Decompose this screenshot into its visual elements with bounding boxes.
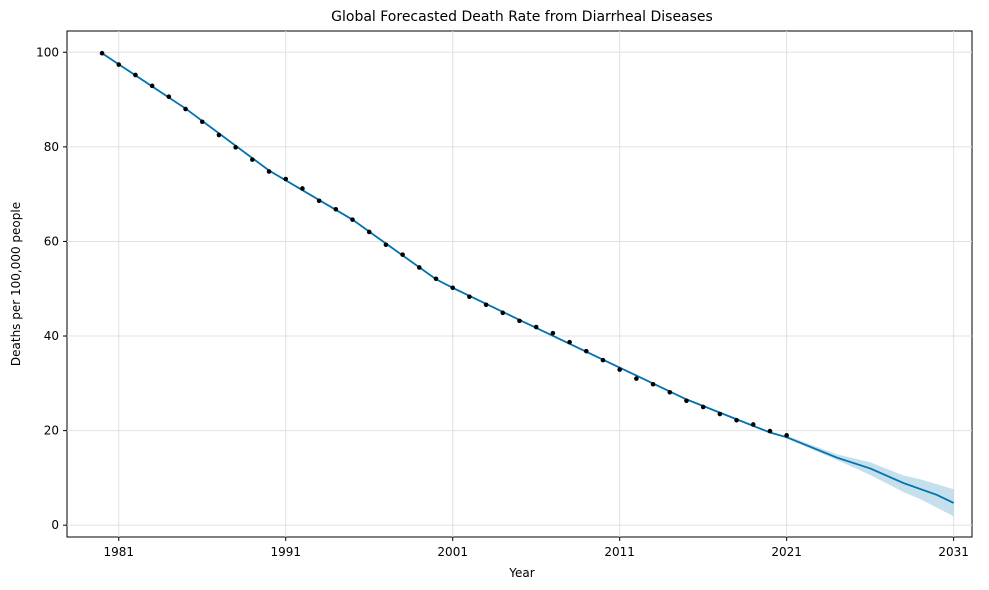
data-point xyxy=(467,294,472,300)
data-point xyxy=(583,348,589,354)
data-point xyxy=(600,357,606,363)
data-point xyxy=(750,422,756,427)
data-point xyxy=(650,381,656,387)
data-point xyxy=(250,157,255,162)
data-point xyxy=(767,428,773,434)
data-point xyxy=(300,186,305,191)
data-point xyxy=(734,417,739,423)
y-tick-label: 0 xyxy=(51,518,59,532)
data-point xyxy=(133,72,138,78)
data-point xyxy=(433,276,439,282)
data-point xyxy=(483,302,489,308)
data-point xyxy=(333,206,339,212)
forecast-line xyxy=(101,52,955,504)
data-point xyxy=(684,398,689,404)
data-point xyxy=(233,145,238,150)
y-axis-label: Deaths per 100,000 people xyxy=(9,202,23,366)
y-tick-label: 40 xyxy=(44,329,59,343)
data-point xyxy=(500,310,506,316)
data-point xyxy=(417,265,422,270)
observed-points-layer xyxy=(99,50,789,438)
x-tick-label: 1991 xyxy=(270,545,301,559)
x-tick-label: 2011 xyxy=(604,545,635,559)
data-point xyxy=(400,252,405,257)
data-point xyxy=(700,404,706,410)
x-tick-label: 2001 xyxy=(437,545,468,559)
data-point xyxy=(266,169,272,174)
forecast-line-layer xyxy=(101,52,955,504)
data-point xyxy=(283,176,289,182)
y-tick-label: 100 xyxy=(36,45,59,59)
data-point xyxy=(667,389,673,395)
plot-frame xyxy=(66,30,973,538)
data-point xyxy=(533,324,539,330)
x-axis: 1981 1991 2001 2011 2021 2031 xyxy=(103,537,969,559)
grid xyxy=(67,31,972,537)
y-tick-label: 20 xyxy=(44,424,59,438)
data-point xyxy=(216,132,222,138)
chart-title: Global Forecasted Death Rate from Diarrh… xyxy=(331,9,713,25)
data-point xyxy=(199,119,205,125)
data-point xyxy=(784,433,789,438)
data-point xyxy=(116,62,122,67)
data-point xyxy=(183,106,188,112)
x-tick-label: 2031 xyxy=(938,545,969,559)
data-point xyxy=(149,83,155,89)
uncertainty-band-layer xyxy=(786,435,954,517)
data-point xyxy=(550,330,556,336)
data-point xyxy=(366,229,372,235)
data-point xyxy=(617,367,622,372)
data-point xyxy=(166,94,172,100)
data-point xyxy=(450,285,456,291)
data-point xyxy=(717,411,723,417)
x-tick-label: 1981 xyxy=(103,545,134,559)
data-point xyxy=(316,198,322,204)
data-point xyxy=(99,50,105,56)
y-tick-label: 80 xyxy=(44,140,59,154)
y-axis: 0 20 40 60 80 100 xyxy=(36,45,67,532)
x-tick-label: 2021 xyxy=(771,545,802,559)
y-tick-label: 60 xyxy=(44,234,59,248)
data-point xyxy=(517,318,522,324)
uncertainty-band xyxy=(786,435,954,517)
x-axis-label: Year xyxy=(508,566,534,580)
data-point xyxy=(350,217,355,222)
data-point xyxy=(567,339,572,345)
data-point xyxy=(634,376,639,381)
data-point xyxy=(383,242,389,248)
